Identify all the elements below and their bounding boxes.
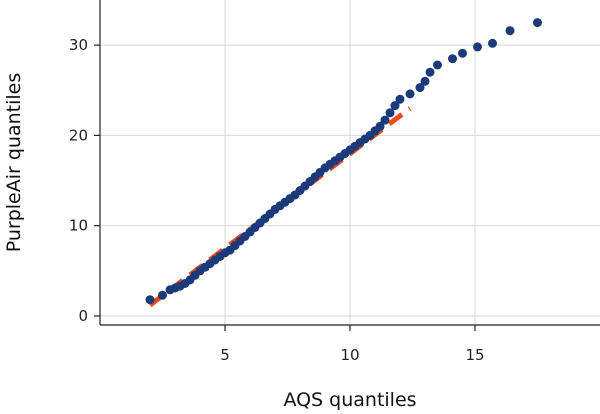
x-tick-label: 15: [465, 346, 484, 364]
data-point: [420, 76, 430, 86]
y-axis-title: PurpleAir quantiles: [3, 73, 25, 253]
data-point: [425, 67, 435, 77]
axes: [94, 0, 600, 331]
data-point: [448, 54, 457, 64]
x-axis-title: AQS quantiles: [283, 389, 416, 411]
data-point: [458, 48, 467, 58]
data-point: [505, 26, 515, 36]
y-tick-label: 10: [69, 217, 88, 235]
grid-lines: [100, 0, 600, 325]
tick-labels: 5 10 15 0 10 20 30: [69, 36, 485, 364]
y-tick-label: 30: [69, 36, 88, 54]
y-tick-label: 0: [78, 307, 88, 325]
data-point: [145, 295, 155, 305]
data-points: [145, 18, 542, 305]
data-point: [473, 42, 482, 52]
data-point: [375, 121, 385, 131]
data-point: [433, 60, 442, 70]
x-tick-label: 5: [220, 346, 230, 364]
data-point: [380, 115, 390, 125]
data-point: [415, 83, 425, 93]
x-tick-label: 10: [340, 346, 359, 364]
data-point: [385, 108, 395, 118]
data-point: [395, 94, 405, 104]
data-point: [158, 290, 167, 300]
data-point: [390, 101, 400, 111]
y-tick-label: 20: [69, 126, 88, 144]
data-point: [488, 38, 497, 48]
data-point: [533, 18, 542, 28]
data-point: [405, 89, 415, 99]
